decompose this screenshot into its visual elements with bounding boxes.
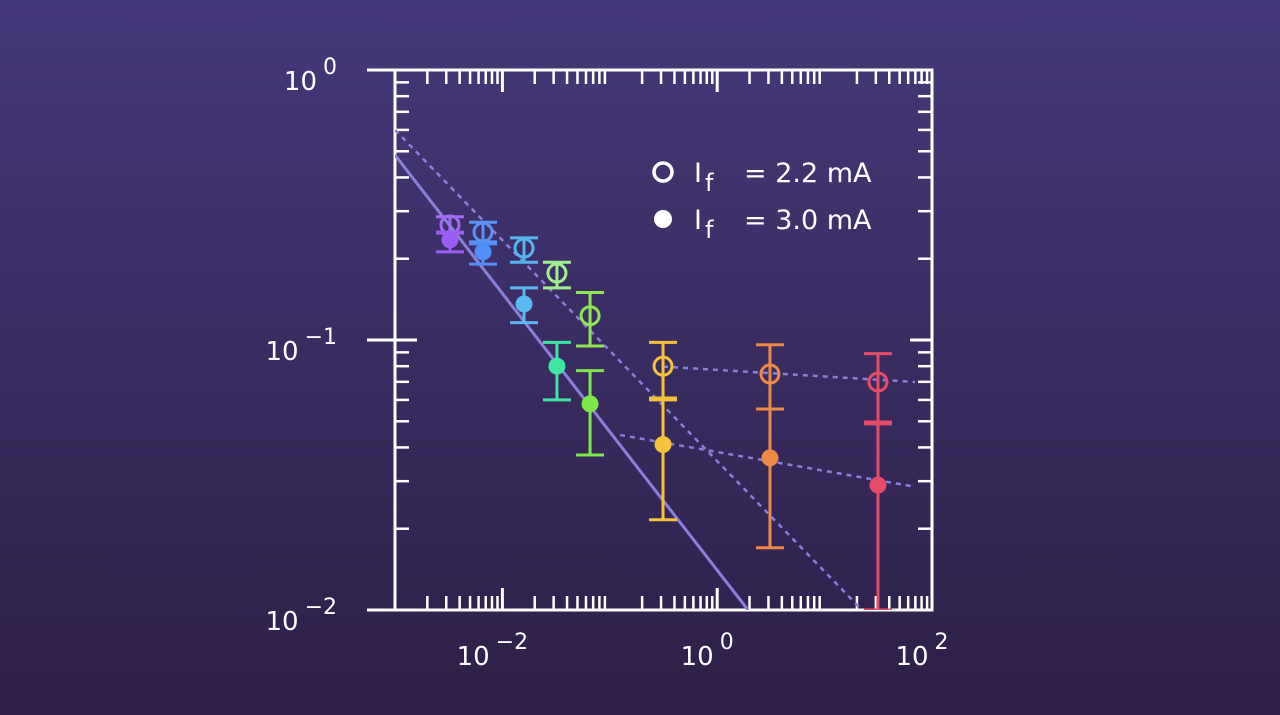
tick-label: 10 2 [895,630,948,672]
error-bar [542,260,571,290]
tick-label: 10 0 [284,55,337,97]
tick-label: 10 −1 [265,325,337,367]
point [513,237,535,259]
tick-exponent: −1 [305,325,337,350]
point [759,363,781,385]
tick-label: 10 −2 [265,595,337,637]
tick-exponent: −2 [305,595,337,620]
error-bar [649,396,678,522]
tick-base: 10 [895,642,928,672]
point [515,295,533,313]
point [761,449,779,467]
point [654,436,672,454]
point [579,305,601,327]
legend-subscript: f [705,216,714,244]
tick-exponent: 2 [935,630,949,655]
fit-line [662,365,916,384]
tick-exponent: 0 [720,630,734,655]
plot-area [395,129,916,610]
point [474,243,492,261]
point [472,221,494,243]
error-bar [863,422,892,610]
tick-base: 10 [284,67,317,97]
legend-subscript: f [705,169,714,197]
error-bar [755,407,784,550]
tick-exponent: −2 [496,630,528,655]
tick-label: 10 −2 [457,630,529,672]
legend-marker [654,210,672,228]
error-bar [863,352,892,424]
point [441,231,459,249]
tick-base: 10 [457,642,490,672]
tick-base: 10 [265,607,298,637]
point [581,395,599,413]
legend-marker [652,161,674,183]
legend-text: = 2.2 mA [744,158,872,189]
legend-text: = 3.0 mA [744,205,872,236]
legend-name: I [694,158,702,189]
tick-exponent: 0 [323,55,337,80]
point [652,355,674,377]
tick-label: 10 0 [681,630,734,672]
point [548,357,566,375]
point [869,476,887,494]
tick-base: 10 [681,642,714,672]
error-bar [576,369,605,457]
point [546,262,568,284]
fit-line [395,129,863,610]
error-bar [576,290,605,348]
point [867,371,889,393]
legend-name: I [694,205,702,236]
tick-base: 10 [265,337,298,367]
